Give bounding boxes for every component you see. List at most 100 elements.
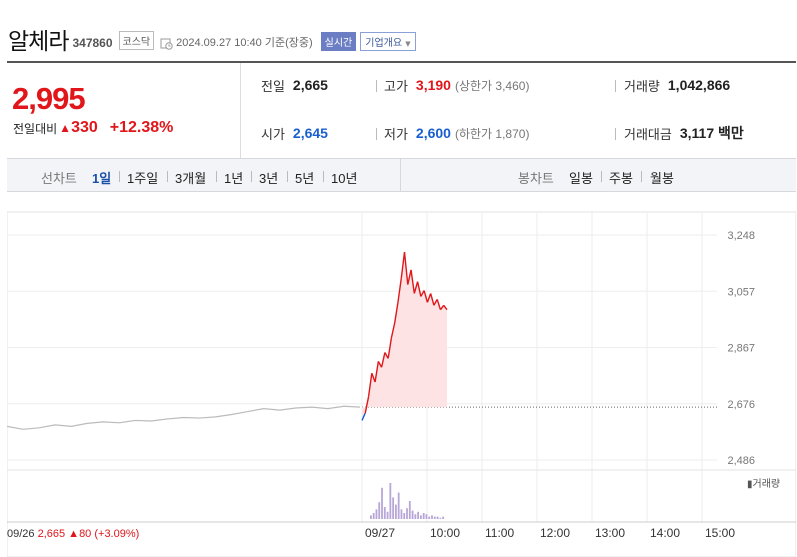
- amount-value: 3,117 백만: [679, 125, 744, 141]
- today-line-segment: [429, 293, 435, 306]
- today-line-segment: [433, 299, 438, 306]
- x-tick-label: 12:00: [540, 526, 570, 540]
- today-line-segment: [413, 281, 419, 294]
- price-info-grid: 전일 2,665 고가 3,190 (상한가 3,460) 거래량 1,042,…: [241, 63, 796, 158]
- volume-bar: [422, 513, 425, 519]
- stock-header: 알체라 347860 코스닥 2024.09.27 10:40 기준(장중) 실…: [8, 22, 793, 56]
- amount-label: 거래대금: [624, 126, 672, 142]
- chart-tabbar: 선차트 1일 1주일 3개월 1년 3년 5년 10년 봉차트 일봉 주봉 월봉: [7, 158, 796, 192]
- volume-bar: [383, 507, 386, 519]
- x-tick-label: 11:00: [485, 526, 514, 540]
- x-tick-label: 10:00: [430, 526, 460, 540]
- volume-bar: [397, 492, 400, 519]
- today-line-segment: [371, 372, 376, 383]
- volume-bar: [386, 511, 389, 519]
- today-line-segment: [443, 304, 448, 311]
- low-label: 저가: [384, 126, 408, 142]
- today-line-segment: [416, 281, 422, 297]
- volume-legend: ▮거래량: [747, 478, 780, 490]
- volume-bar: [433, 516, 436, 519]
- volume-bar: [372, 513, 375, 519]
- volume-bar: [442, 516, 445, 519]
- y-tick-label: 2,867: [727, 343, 755, 355]
- tab-weekly[interactable]: 주봉: [609, 171, 633, 186]
- today-line-segment: [364, 396, 370, 414]
- timestamp: 2024.09.27 10:40 기준(장중): [176, 37, 313, 49]
- volume-bar: [408, 501, 411, 519]
- y-tick-label: 2,676: [727, 399, 755, 411]
- tab-1y[interactable]: 1년: [224, 171, 244, 186]
- today-line-segment: [397, 278, 402, 303]
- company-overview-button[interactable]: 기업개요 ▼: [360, 32, 416, 51]
- today-line-segment: [423, 290, 429, 303]
- today-line-segment: [377, 361, 383, 368]
- change-value: 330: [71, 119, 98, 136]
- today-line-segment: [394, 302, 399, 324]
- today-line-segment: [367, 373, 373, 397]
- volume-bar: [420, 515, 422, 519]
- today-line-segment: [426, 293, 432, 303]
- tab-10y[interactable]: 10년: [331, 171, 358, 186]
- today-line-segment: [390, 322, 396, 338]
- prev-close-value: 2,665: [292, 77, 328, 93]
- lower-limit: (하한가 1,870): [454, 126, 530, 141]
- price-chart: 3,248 3,057 2,867 2,676 2,486 ▮거래량 09/27 10:0…: [6, 211, 797, 557]
- volume-bar: [439, 517, 442, 519]
- y-tick-label: 3,057: [727, 286, 755, 298]
- volume-bar: [375, 509, 378, 519]
- stock-code: 347860: [72, 36, 113, 50]
- chevron-down-icon: ▼: [405, 40, 411, 48]
- today-line-segment: [361, 412, 366, 421]
- candle-chart-label: 봉차트: [518, 171, 554, 186]
- today-line-segment: [410, 269, 416, 294]
- tab-1d[interactable]: 1일: [92, 171, 112, 186]
- current-price: 2,995: [12, 81, 86, 116]
- prev-day-line: [6, 405, 361, 430]
- volume-bar: [417, 511, 420, 519]
- prev-close: 전일 2,665: [261, 75, 328, 95]
- volume-bar: [378, 502, 381, 519]
- line-chart-label: 선차트: [41, 171, 77, 186]
- volume-bar: [400, 509, 403, 519]
- price-box: 2,995 전일대비 ▲ 330 +12.38%: [7, 63, 241, 158]
- today-line-segment: [380, 352, 386, 368]
- volume-bar: [406, 508, 408, 519]
- market-badge: 코스닥: [118, 31, 155, 50]
- upper-limit: (상한가 3,460): [454, 78, 530, 93]
- y-tick-label: 3,248: [727, 230, 755, 242]
- tab-1w[interactable]: 1주일: [127, 171, 159, 186]
- volume-bar: [403, 513, 406, 519]
- up-arrow-icon: ▲: [59, 121, 72, 135]
- low-price: 저가 2,600 (하한가 1,870): [384, 123, 529, 143]
- tab-3y[interactable]: 3년: [259, 171, 279, 186]
- high-label: 고가: [384, 78, 408, 94]
- volume-bar: [436, 516, 439, 519]
- realtime-button[interactable]: 실시간: [320, 32, 357, 51]
- tab-3m[interactable]: 3개월: [175, 171, 207, 186]
- volume-bar: [389, 483, 392, 519]
- volume-bar: [395, 504, 397, 519]
- change-percent: +12.38%: [109, 119, 174, 136]
- volume-value: 1,042,866: [667, 77, 731, 93]
- high-value: 3,190: [415, 77, 451, 93]
- stock-name: 알체라: [8, 29, 69, 55]
- change-label: 전일대비: [13, 121, 58, 136]
- high-price: 고가 3,190 (상한가 3,460): [384, 75, 529, 95]
- volume-label: 거래량: [624, 78, 660, 94]
- volume-bar: [392, 497, 395, 519]
- volume-bar: [425, 514, 428, 519]
- today-fill: [362, 252, 447, 421]
- open-value: 2,645: [292, 125, 328, 141]
- trade-amount: 거래대금 3,117 백만: [624, 123, 744, 143]
- today-line-segment: [436, 299, 442, 310]
- tab-daily[interactable]: 일봉: [569, 171, 593, 186]
- tab-monthly[interactable]: 월봉: [650, 171, 674, 186]
- today-line-segment: [403, 252, 409, 285]
- volume-bar: [428, 516, 431, 519]
- tab-5y[interactable]: 5년: [295, 171, 315, 186]
- x-tick-label: 15:00: [705, 526, 735, 540]
- company-overview-label: 기업개요: [365, 38, 403, 49]
- prev-close-label: 전일: [261, 78, 285, 94]
- today-line-segment: [439, 304, 445, 311]
- volume: 거래량 1,042,866: [624, 75, 730, 95]
